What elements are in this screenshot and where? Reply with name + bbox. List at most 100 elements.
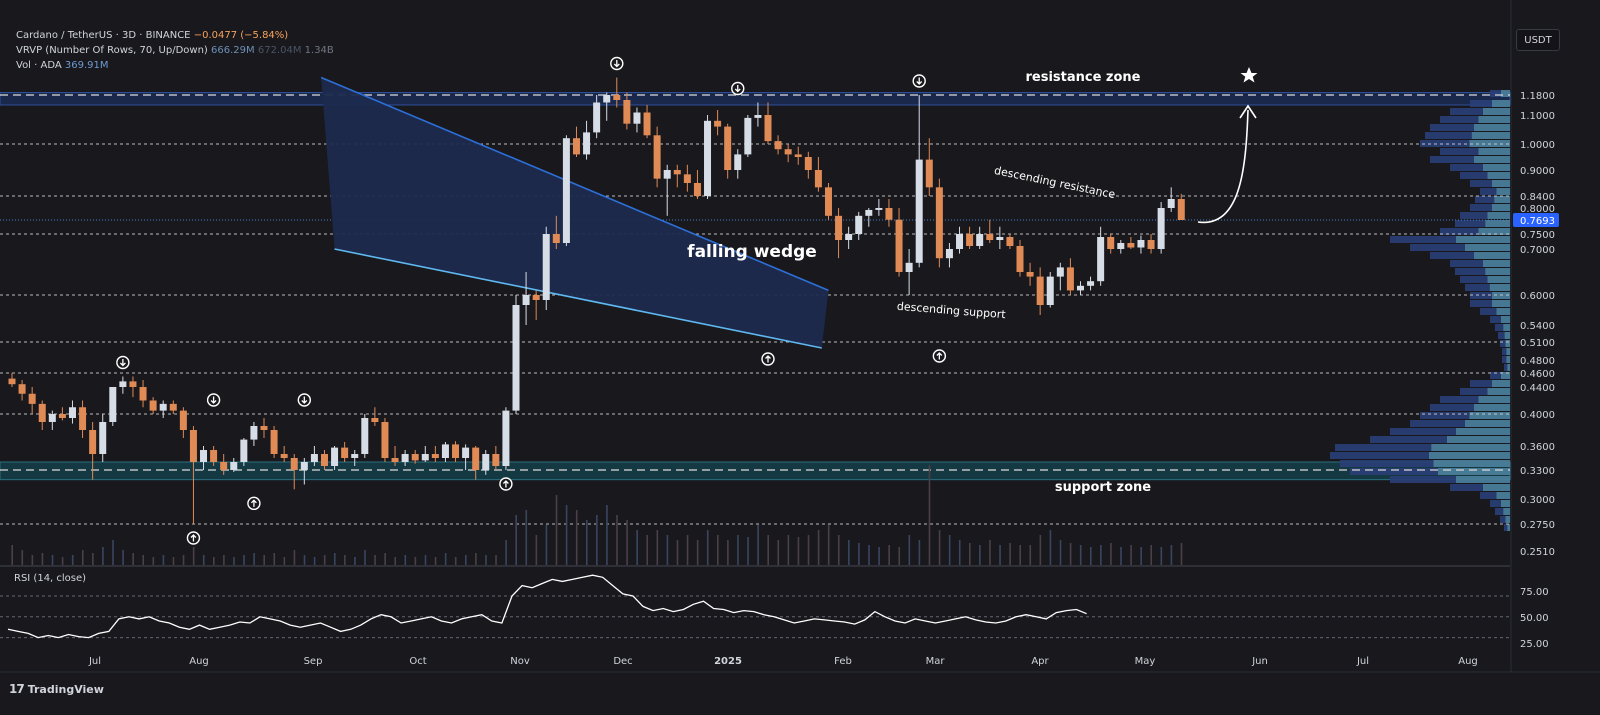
candle-up <box>956 234 964 249</box>
vrvp-bar-down <box>1471 132 1510 139</box>
vrvp-bar-down <box>1438 468 1510 475</box>
vrvp-bar-up <box>1450 108 1483 115</box>
candle-down <box>38 403 46 422</box>
candle-down <box>1026 272 1034 277</box>
candle-up <box>310 454 318 462</box>
vrvp-bar-up <box>1350 468 1438 475</box>
descending-resistance-line <box>320 76 829 292</box>
volume-bar <box>233 557 235 565</box>
time-tick-label: Feb <box>834 656 852 667</box>
candle-down <box>341 447 349 458</box>
candle-up <box>68 407 76 418</box>
vrvp-bar-down <box>1485 220 1510 227</box>
volume-bar <box>333 553 336 565</box>
candle-down <box>89 430 97 454</box>
vrvp-bar-down <box>1501 90 1510 97</box>
volume-label: Vol · ADA <box>16 60 62 71</box>
volume-bar <box>323 555 326 565</box>
time-tick-label: Jul <box>88 656 101 667</box>
volume-bar <box>575 510 578 565</box>
candle-up <box>855 215 863 234</box>
volume-bar <box>837 535 840 565</box>
volume-bar <box>424 555 427 565</box>
symbol-title[interactable]: Cardano / TetherUS · 3D · BINANCE <box>16 30 191 41</box>
current-price-label: 0.7693 <box>1520 216 1555 227</box>
volume-bar <box>525 510 528 565</box>
volume-bar <box>898 547 901 565</box>
volume-bar <box>434 557 437 565</box>
arrow-down-glyph <box>613 60 620 68</box>
volume-bar <box>999 545 1001 565</box>
candle-down <box>572 138 580 155</box>
arrow-down-glyph <box>119 359 126 367</box>
candle-down <box>824 187 832 216</box>
candle-up <box>744 117 752 155</box>
candle-up <box>875 208 883 210</box>
vrvp-bar-up <box>1470 380 1492 387</box>
descending-support-line <box>334 248 822 349</box>
volume-bar <box>303 555 306 565</box>
volume-bar <box>1089 547 1092 565</box>
symbol-legend: Cardano / TetherUS · 3D · BINANCE −0.047… <box>16 30 288 41</box>
volume-bar <box>92 553 94 565</box>
volume-bar <box>596 515 598 565</box>
volume-bar <box>1029 545 1032 565</box>
candle-down <box>724 126 732 170</box>
candle-up <box>1157 208 1165 249</box>
volume-bar <box>1140 547 1142 565</box>
candle-up <box>905 262 913 272</box>
candle-up <box>996 237 1004 240</box>
volume-bar <box>454 557 457 565</box>
vrvp-bar-down <box>1501 500 1510 507</box>
currency-unit-button[interactable]: USDT <box>1516 29 1560 51</box>
vrvp-bar-up <box>1504 524 1508 531</box>
volume-bar <box>686 535 689 565</box>
vrvp-legend[interactable]: VRVP (Number Of Rows, 70, Up/Down) 666.2… <box>16 45 334 56</box>
vrvp-bar-up <box>1495 508 1504 515</box>
vrvp-bar-up <box>1470 292 1492 299</box>
volume-bar <box>656 530 659 565</box>
brand-label: TradingView <box>27 682 104 696</box>
vrvp-bar-up <box>1495 324 1504 331</box>
vrvp-bar-down <box>1492 180 1510 187</box>
tradingview-brand[interactable]: 17 TradingView <box>9 682 104 696</box>
vrvp-bar-up <box>1470 204 1492 211</box>
price-tick-label: 0.5100 <box>1520 338 1555 349</box>
vrvp-bar-down <box>1487 388 1510 395</box>
volume-bar <box>787 535 790 565</box>
time-axis[interactable]: Jul Aug Sep Oct Nov Dec 2025 Feb Mar Apr May Jun Jul… <box>0 656 1600 673</box>
candle-down <box>28 393 36 404</box>
volume-bar <box>374 555 376 565</box>
candle-down <box>986 234 994 240</box>
candle-up <box>230 462 238 470</box>
vrvp-bar-up <box>1430 156 1474 163</box>
rsi-tick-label: 50.00 <box>1520 613 1549 624</box>
volume-bar <box>293 550 296 565</box>
volume-bar <box>717 535 719 565</box>
candle-up <box>593 102 601 133</box>
volume-bar <box>81 550 84 565</box>
candle-up <box>159 403 167 411</box>
candle-down <box>472 447 480 470</box>
volume-bar <box>354 557 356 565</box>
price-tick-label: 0.4400 <box>1520 383 1555 394</box>
volume-bar <box>767 535 769 565</box>
vrvp-bar-down <box>1474 404 1510 411</box>
candle-down <box>1006 237 1014 246</box>
volume-bar <box>475 553 477 565</box>
time-tick-label: Dec <box>613 656 632 667</box>
vrvp-bar-up <box>1470 300 1492 307</box>
volume-bar <box>777 540 780 565</box>
volume-bar <box>888 545 890 565</box>
arrow-up-glyph <box>936 352 943 360</box>
arrow-up-glyph <box>250 499 257 507</box>
volume-legend[interactable]: Vol · ADA 369.91M <box>16 60 109 71</box>
candle-up <box>441 444 449 458</box>
candle-down <box>1177 199 1185 220</box>
volume-bar <box>273 553 276 565</box>
candle-down <box>804 157 812 170</box>
candle-down <box>613 95 621 100</box>
volume-bar <box>737 535 739 565</box>
candle-down <box>653 135 661 179</box>
